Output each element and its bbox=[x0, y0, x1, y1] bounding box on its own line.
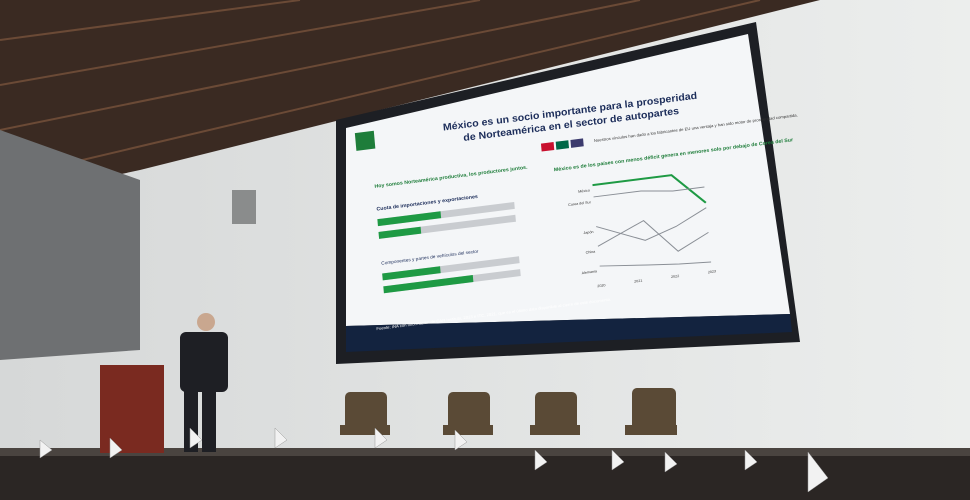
logo bbox=[354, 130, 376, 151]
flag bbox=[555, 140, 570, 150]
chart-label: Japón bbox=[583, 230, 593, 235]
chart-x-label: 2020 bbox=[597, 283, 606, 288]
chart-label: México bbox=[578, 188, 590, 193]
vent bbox=[232, 190, 256, 224]
podium bbox=[100, 365, 164, 453]
table-flags bbox=[39, 427, 829, 493]
flag bbox=[540, 142, 555, 152]
flag bbox=[570, 138, 584, 148]
slide bbox=[346, 34, 790, 326]
share-bars bbox=[377, 201, 521, 294]
chart-label: Alemania bbox=[581, 269, 597, 275]
chart-x-label: 2022 bbox=[671, 274, 680, 279]
chart-x-label: 2021 bbox=[634, 279, 643, 284]
wall-panel bbox=[0, 130, 140, 360]
chart-label: Corea del Sur bbox=[568, 200, 592, 207]
slide-footer-band bbox=[346, 314, 792, 352]
chart-labels: México Corea del Sur Japón China Alemania bbox=[568, 188, 597, 275]
ceiling bbox=[0, 0, 820, 200]
chart-label: China bbox=[585, 250, 595, 255]
chart-lines bbox=[592, 174, 712, 267]
chart-x: 2020 2021 2022 2023 bbox=[597, 269, 716, 288]
chart-x-label: 2023 bbox=[708, 269, 717, 274]
chairs bbox=[340, 388, 677, 435]
stage-edge bbox=[0, 448, 970, 456]
ceiling-slats bbox=[0, 0, 761, 171]
